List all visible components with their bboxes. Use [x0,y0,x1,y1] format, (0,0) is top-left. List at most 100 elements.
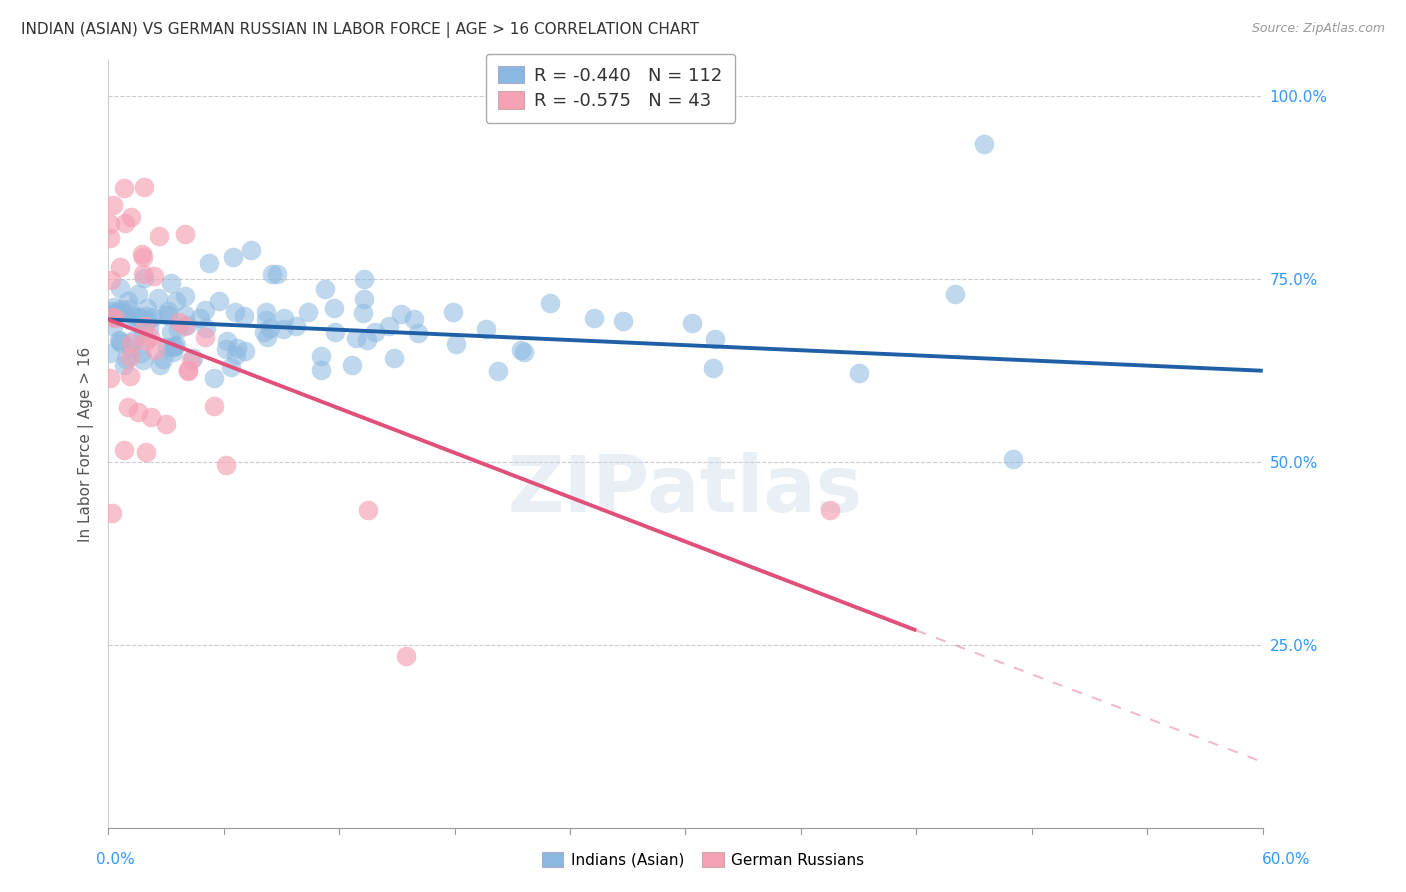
Point [352,306,374,320]
Point [107,333,129,347]
Point [112,358,135,372]
Point [309,349,332,363]
Point [382,351,405,365]
Point [162,340,184,354]
Point [152,351,174,366]
Point [156,308,179,322]
Point [135,301,157,315]
Point [188,310,211,325]
Point [160,325,183,339]
Point [135,334,157,348]
Point [100,304,122,318]
Point [446,337,468,351]
Point [848,366,870,380]
Point [297,305,319,319]
Point [128,310,150,324]
Point [118,301,141,316]
Legend: Indians (Asian), German Russians: Indians (Asian), German Russians [536,846,870,873]
Point [311,362,333,376]
Point [441,305,464,319]
Point [122,309,145,323]
Point [222,250,245,264]
Point [100,273,122,287]
Point [239,244,262,258]
Point [224,305,246,319]
Point [266,268,288,282]
Point [174,289,197,303]
Point [149,358,172,372]
Point [118,368,141,383]
Point [486,364,509,378]
Point [259,320,281,334]
Point [176,318,198,332]
Point [111,302,134,317]
Point [120,341,142,355]
Point [513,345,536,359]
Point [155,308,177,322]
Point [406,326,429,340]
Point [112,442,135,457]
Point [120,210,142,224]
Point [202,399,225,413]
Point [167,314,190,328]
Point [475,321,498,335]
Point [704,332,727,346]
Point [174,318,197,333]
Point [160,277,183,291]
Point [162,339,184,353]
Point [132,326,155,340]
Point [143,343,166,358]
Point [129,346,152,360]
Point [195,321,218,335]
Point [943,287,966,301]
Point [98,217,121,231]
Point [402,311,425,326]
Point [165,338,187,352]
Text: 60.0%: 60.0% [1263,852,1310,867]
Point [156,340,179,354]
Point [138,321,160,335]
Point [98,231,121,245]
Point [173,227,195,242]
Point [143,268,166,283]
Point [115,352,138,367]
Point [131,246,153,260]
Point [340,358,363,372]
Point [225,348,247,362]
Point [1001,451,1024,466]
Point [197,256,219,270]
Point [219,360,242,375]
Point [173,308,195,322]
Point [353,272,375,286]
Point [215,458,238,472]
Point [323,325,346,339]
Point [357,502,380,516]
Text: Source: ZipAtlas.com: Source: ZipAtlas.com [1251,22,1385,36]
Point [194,330,217,344]
Point [108,281,131,295]
Point [208,294,231,309]
Point [124,333,146,347]
Point [202,370,225,384]
Point [132,251,155,265]
Point [254,305,277,319]
Point [108,334,131,348]
Point [156,304,179,318]
Point [135,445,157,459]
Point [273,322,295,336]
Point [135,309,157,323]
Point [103,300,125,314]
Point [101,198,124,212]
Point [103,310,125,324]
Point [226,341,249,355]
Point [262,268,284,282]
Point [132,271,155,285]
Point [112,181,135,195]
Point [101,318,124,333]
Point [183,351,205,365]
Point [117,400,139,414]
Point [101,310,124,325]
Point [165,293,187,308]
Point [215,342,238,356]
Point [117,293,139,308]
